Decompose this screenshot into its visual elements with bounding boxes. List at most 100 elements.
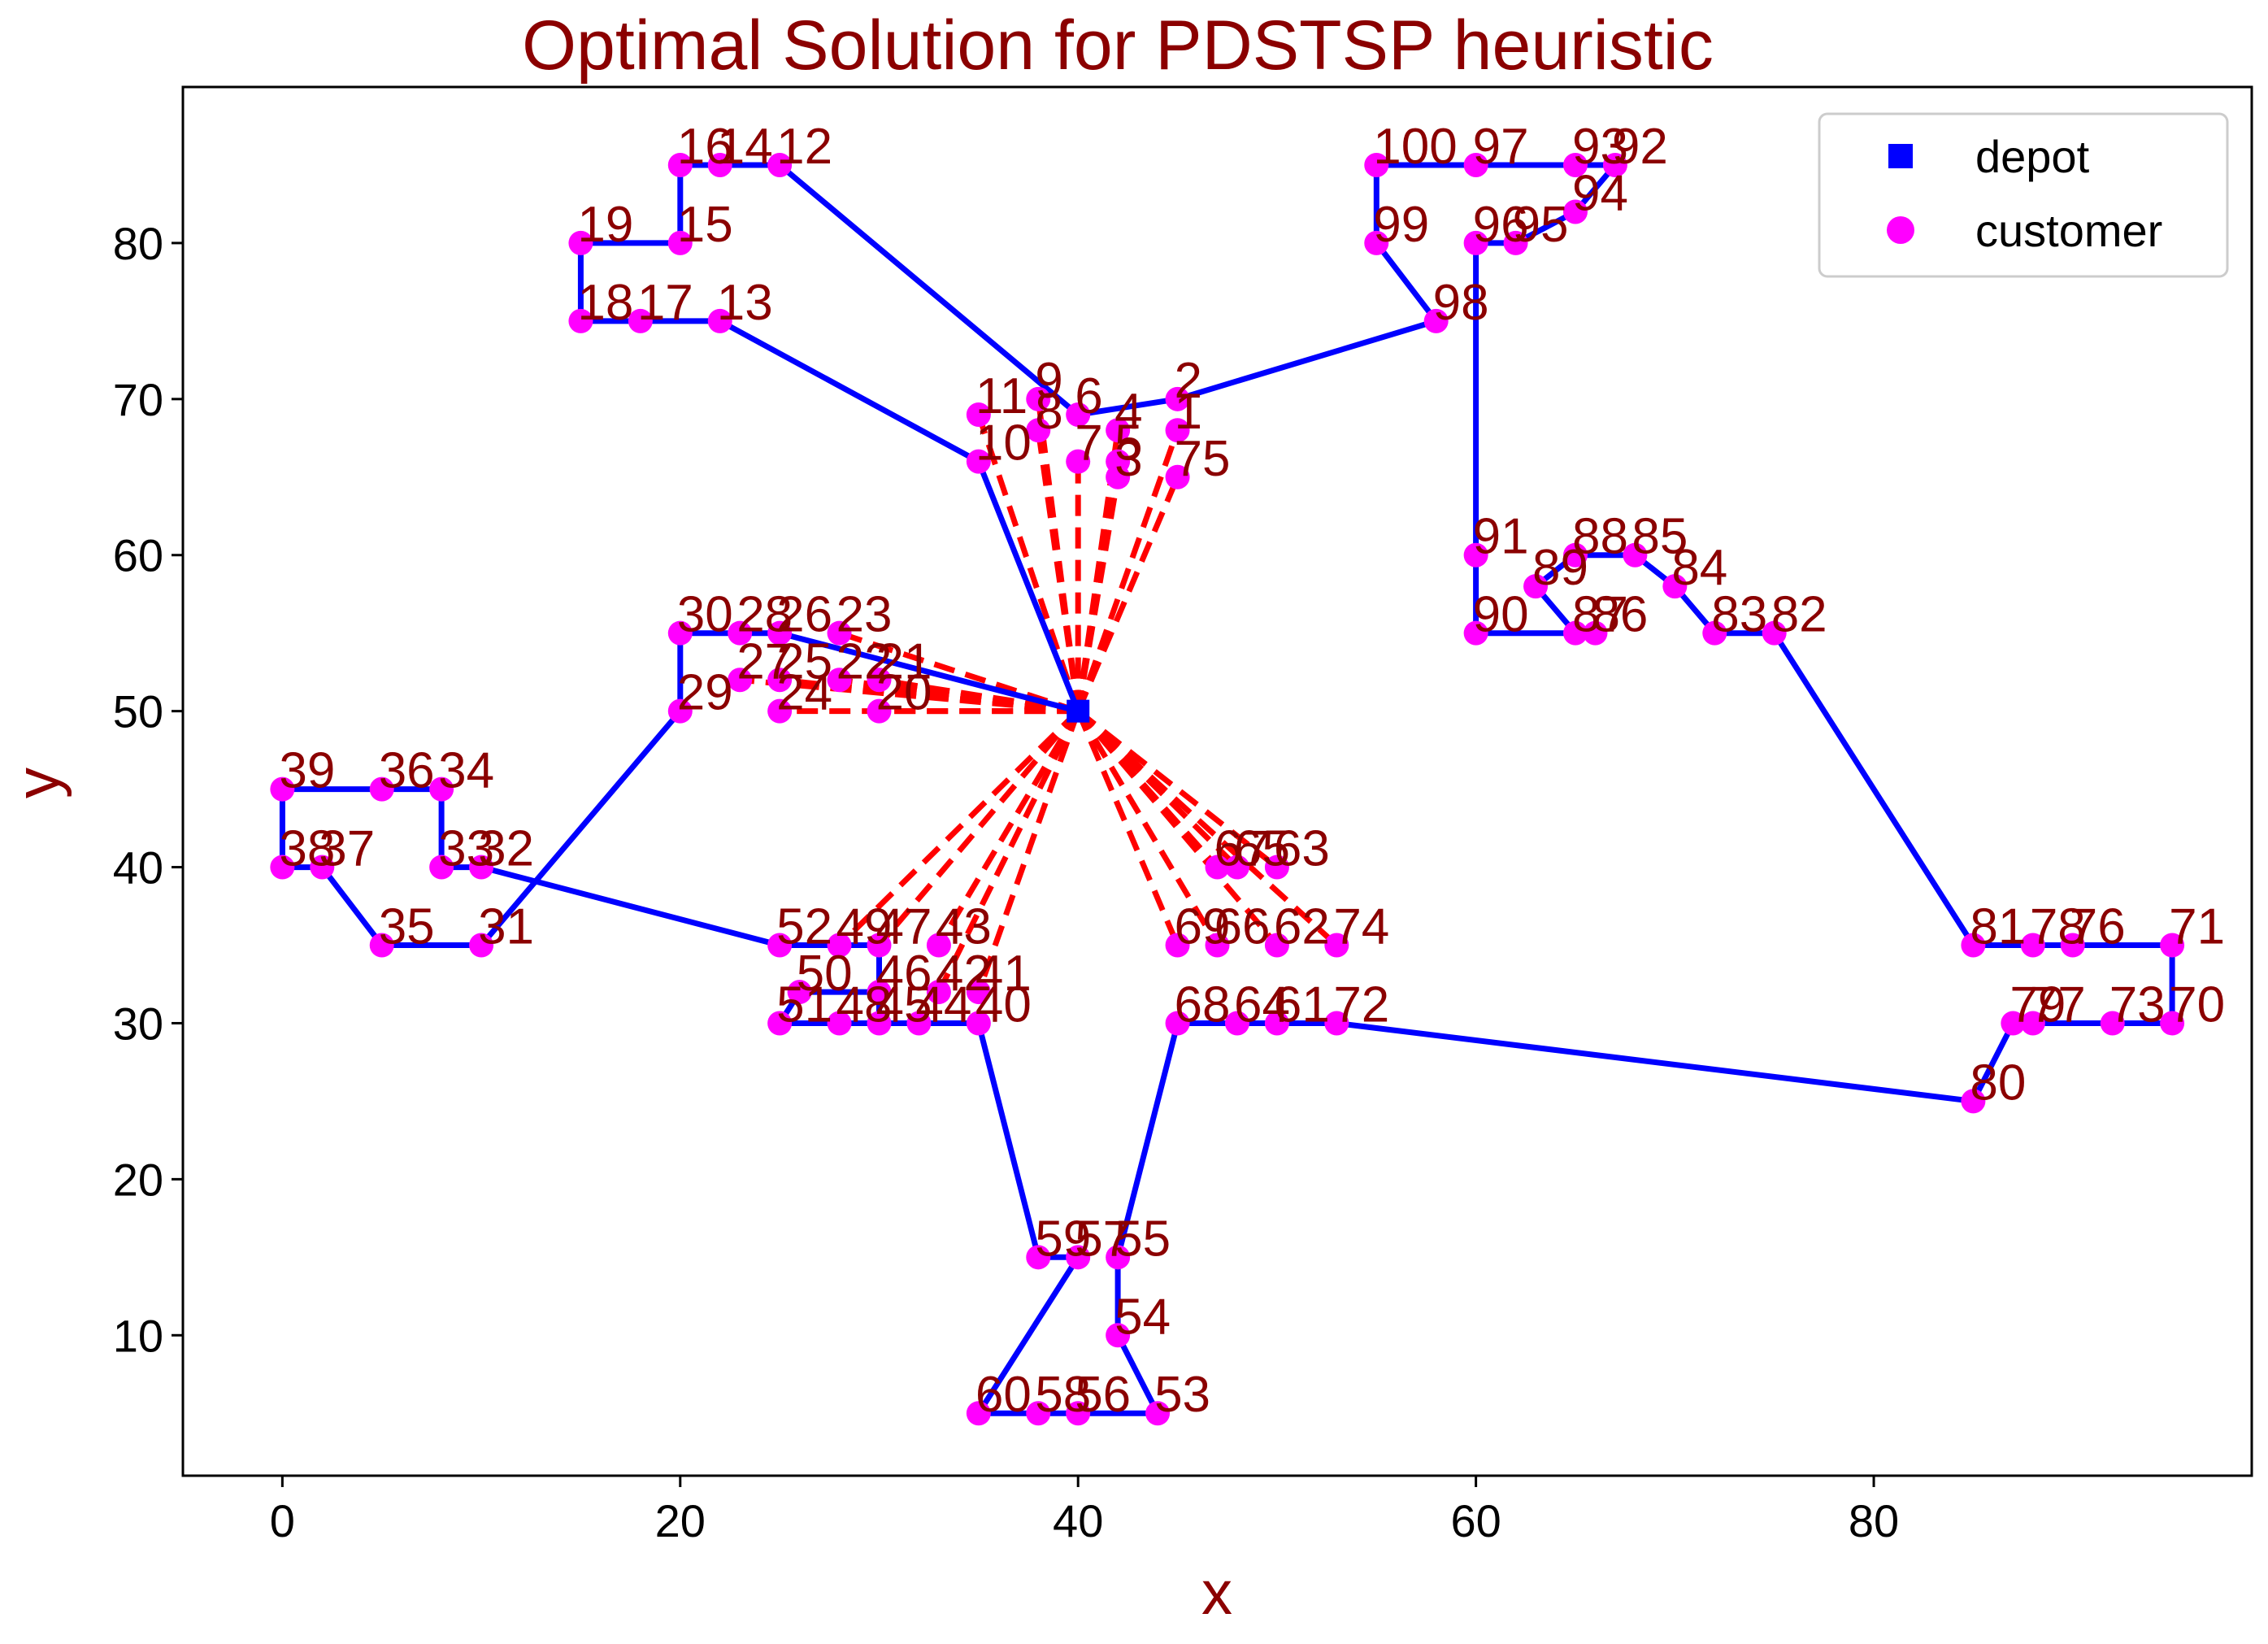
customer-point-9 bbox=[1026, 386, 1051, 411]
customer-label-85: 85 bbox=[1631, 509, 1688, 565]
customer-point-17 bbox=[628, 308, 653, 333]
drone-route-41 bbox=[975, 710, 1081, 994]
drone-route-47 bbox=[876, 709, 1080, 947]
customer-point-51 bbox=[767, 1011, 793, 1036]
customer-point-96 bbox=[1463, 230, 1488, 255]
customer-label-65: 65 bbox=[1234, 821, 1290, 877]
customer-label-24: 24 bbox=[776, 665, 832, 721]
customer-point-20 bbox=[867, 698, 892, 724]
customer-point-36 bbox=[369, 776, 394, 802]
customer-point-97 bbox=[1463, 152, 1488, 177]
x-tick-label-20: 20 bbox=[655, 1495, 706, 1546]
y-tick-label-80: 80 bbox=[113, 218, 163, 269]
drone-route-66 bbox=[1075, 709, 1220, 947]
customer-point-65 bbox=[1224, 855, 1249, 880]
customer-point-21 bbox=[867, 668, 892, 693]
customer-point-5 bbox=[1106, 449, 1131, 474]
customer-label-64: 64 bbox=[1234, 976, 1290, 1033]
customer-point-25 bbox=[767, 668, 793, 693]
legend-customer-marker bbox=[1887, 216, 1914, 244]
customer-label-35: 35 bbox=[379, 899, 435, 955]
customer-label-50: 50 bbox=[797, 946, 853, 1002]
customer-label-73: 73 bbox=[2109, 976, 2166, 1033]
customer-point-88 bbox=[1562, 542, 1588, 568]
y-tick-label-70: 70 bbox=[113, 374, 163, 425]
customer-point-4 bbox=[1106, 418, 1131, 443]
customer-point-38 bbox=[270, 855, 295, 880]
customer-label-2: 2 bbox=[1175, 353, 1202, 409]
customer-label-5: 5 bbox=[1114, 415, 1142, 472]
customer-label-58: 58 bbox=[1035, 1367, 1091, 1423]
customer-label-95: 95 bbox=[1513, 197, 1569, 253]
customer-point-99 bbox=[1364, 230, 1389, 255]
customer-label-8: 8 bbox=[1035, 384, 1062, 440]
customer-label-29: 29 bbox=[677, 665, 733, 721]
drone-route-75 bbox=[1075, 476, 1180, 713]
customer-label-75: 75 bbox=[1175, 431, 1231, 487]
customer-point-55 bbox=[1106, 1245, 1131, 1270]
customer-point-13 bbox=[707, 308, 732, 333]
customer-point-43 bbox=[926, 933, 951, 958]
customer-label-26: 26 bbox=[776, 587, 832, 643]
customer-point-85 bbox=[1623, 542, 1648, 568]
x-tick-label-80: 80 bbox=[1849, 1495, 1899, 1546]
customer-point-68 bbox=[1165, 1011, 1190, 1036]
customer-label-57: 57 bbox=[1075, 1211, 1131, 1267]
customer-label-48: 48 bbox=[836, 976, 893, 1033]
legend-customer-label: customer bbox=[1975, 205, 2162, 256]
customer-point-87 bbox=[1562, 620, 1588, 646]
customer-points bbox=[270, 152, 2185, 1426]
y-axis: 10 20 30 40 50 60 70 80 bbox=[113, 218, 183, 1361]
customer-label-55: 55 bbox=[1114, 1211, 1171, 1267]
customer-label-43: 43 bbox=[936, 899, 992, 955]
customer-label-32: 32 bbox=[478, 821, 534, 877]
drone-route-11 bbox=[975, 413, 1081, 712]
customer-point-57 bbox=[1066, 1245, 1091, 1270]
customer-point-2 bbox=[1165, 386, 1190, 411]
customer-label-62: 62 bbox=[1274, 899, 1330, 955]
drone-route-1 bbox=[1075, 429, 1180, 712]
customer-label-56: 56 bbox=[1075, 1367, 1131, 1423]
customer-label-59: 59 bbox=[1035, 1211, 1091, 1267]
customer-point-31 bbox=[469, 933, 494, 958]
customer-label-63: 63 bbox=[1274, 821, 1330, 877]
customer-point-86 bbox=[1583, 620, 1608, 646]
customer-label-17: 17 bbox=[637, 275, 693, 331]
customer-point-50 bbox=[787, 980, 812, 1005]
customer-label-33: 33 bbox=[438, 821, 494, 877]
customer-point-47 bbox=[867, 933, 892, 958]
customer-label-83: 83 bbox=[1711, 587, 1767, 643]
drone-route-74 bbox=[1075, 709, 1339, 948]
customer-point-95 bbox=[1503, 230, 1528, 255]
customer-point-76 bbox=[2060, 933, 2085, 958]
drone-route-49 bbox=[837, 709, 1080, 948]
customer-label-86: 86 bbox=[1592, 587, 1648, 643]
customer-label-84: 84 bbox=[1671, 540, 1727, 596]
customer-label-23: 23 bbox=[836, 587, 893, 643]
customer-point-67 bbox=[1205, 855, 1230, 880]
customer-point-10 bbox=[966, 449, 991, 474]
customer-point-14 bbox=[707, 152, 732, 177]
customer-point-8 bbox=[1026, 418, 1051, 443]
customer-label-89: 89 bbox=[1532, 540, 1588, 596]
customer-label-79: 79 bbox=[2009, 976, 2066, 1033]
legend-box bbox=[1818, 112, 2229, 278]
customer-point-63 bbox=[1264, 855, 1289, 880]
customer-point-33 bbox=[429, 855, 454, 880]
customer-label-19: 19 bbox=[577, 197, 633, 253]
depot-marker bbox=[1067, 699, 1090, 723]
customer-label-40: 40 bbox=[975, 976, 1032, 1033]
customer-point-26 bbox=[767, 620, 793, 646]
customer-label-1: 1 bbox=[1175, 384, 1202, 440]
customer-label-46: 46 bbox=[875, 946, 932, 1002]
customer-label-67: 67 bbox=[1214, 821, 1271, 877]
customer-point-37 bbox=[310, 855, 335, 880]
customer-label-31: 31 bbox=[478, 899, 534, 955]
x-tick-label-60: 60 bbox=[1450, 1495, 1501, 1546]
customer-point-29 bbox=[667, 698, 693, 724]
customer-point-41 bbox=[966, 980, 991, 1005]
customer-point-83 bbox=[1702, 620, 1727, 646]
legend: depot customer bbox=[1818, 112, 2229, 278]
customer-point-77 bbox=[2020, 1011, 2045, 1036]
